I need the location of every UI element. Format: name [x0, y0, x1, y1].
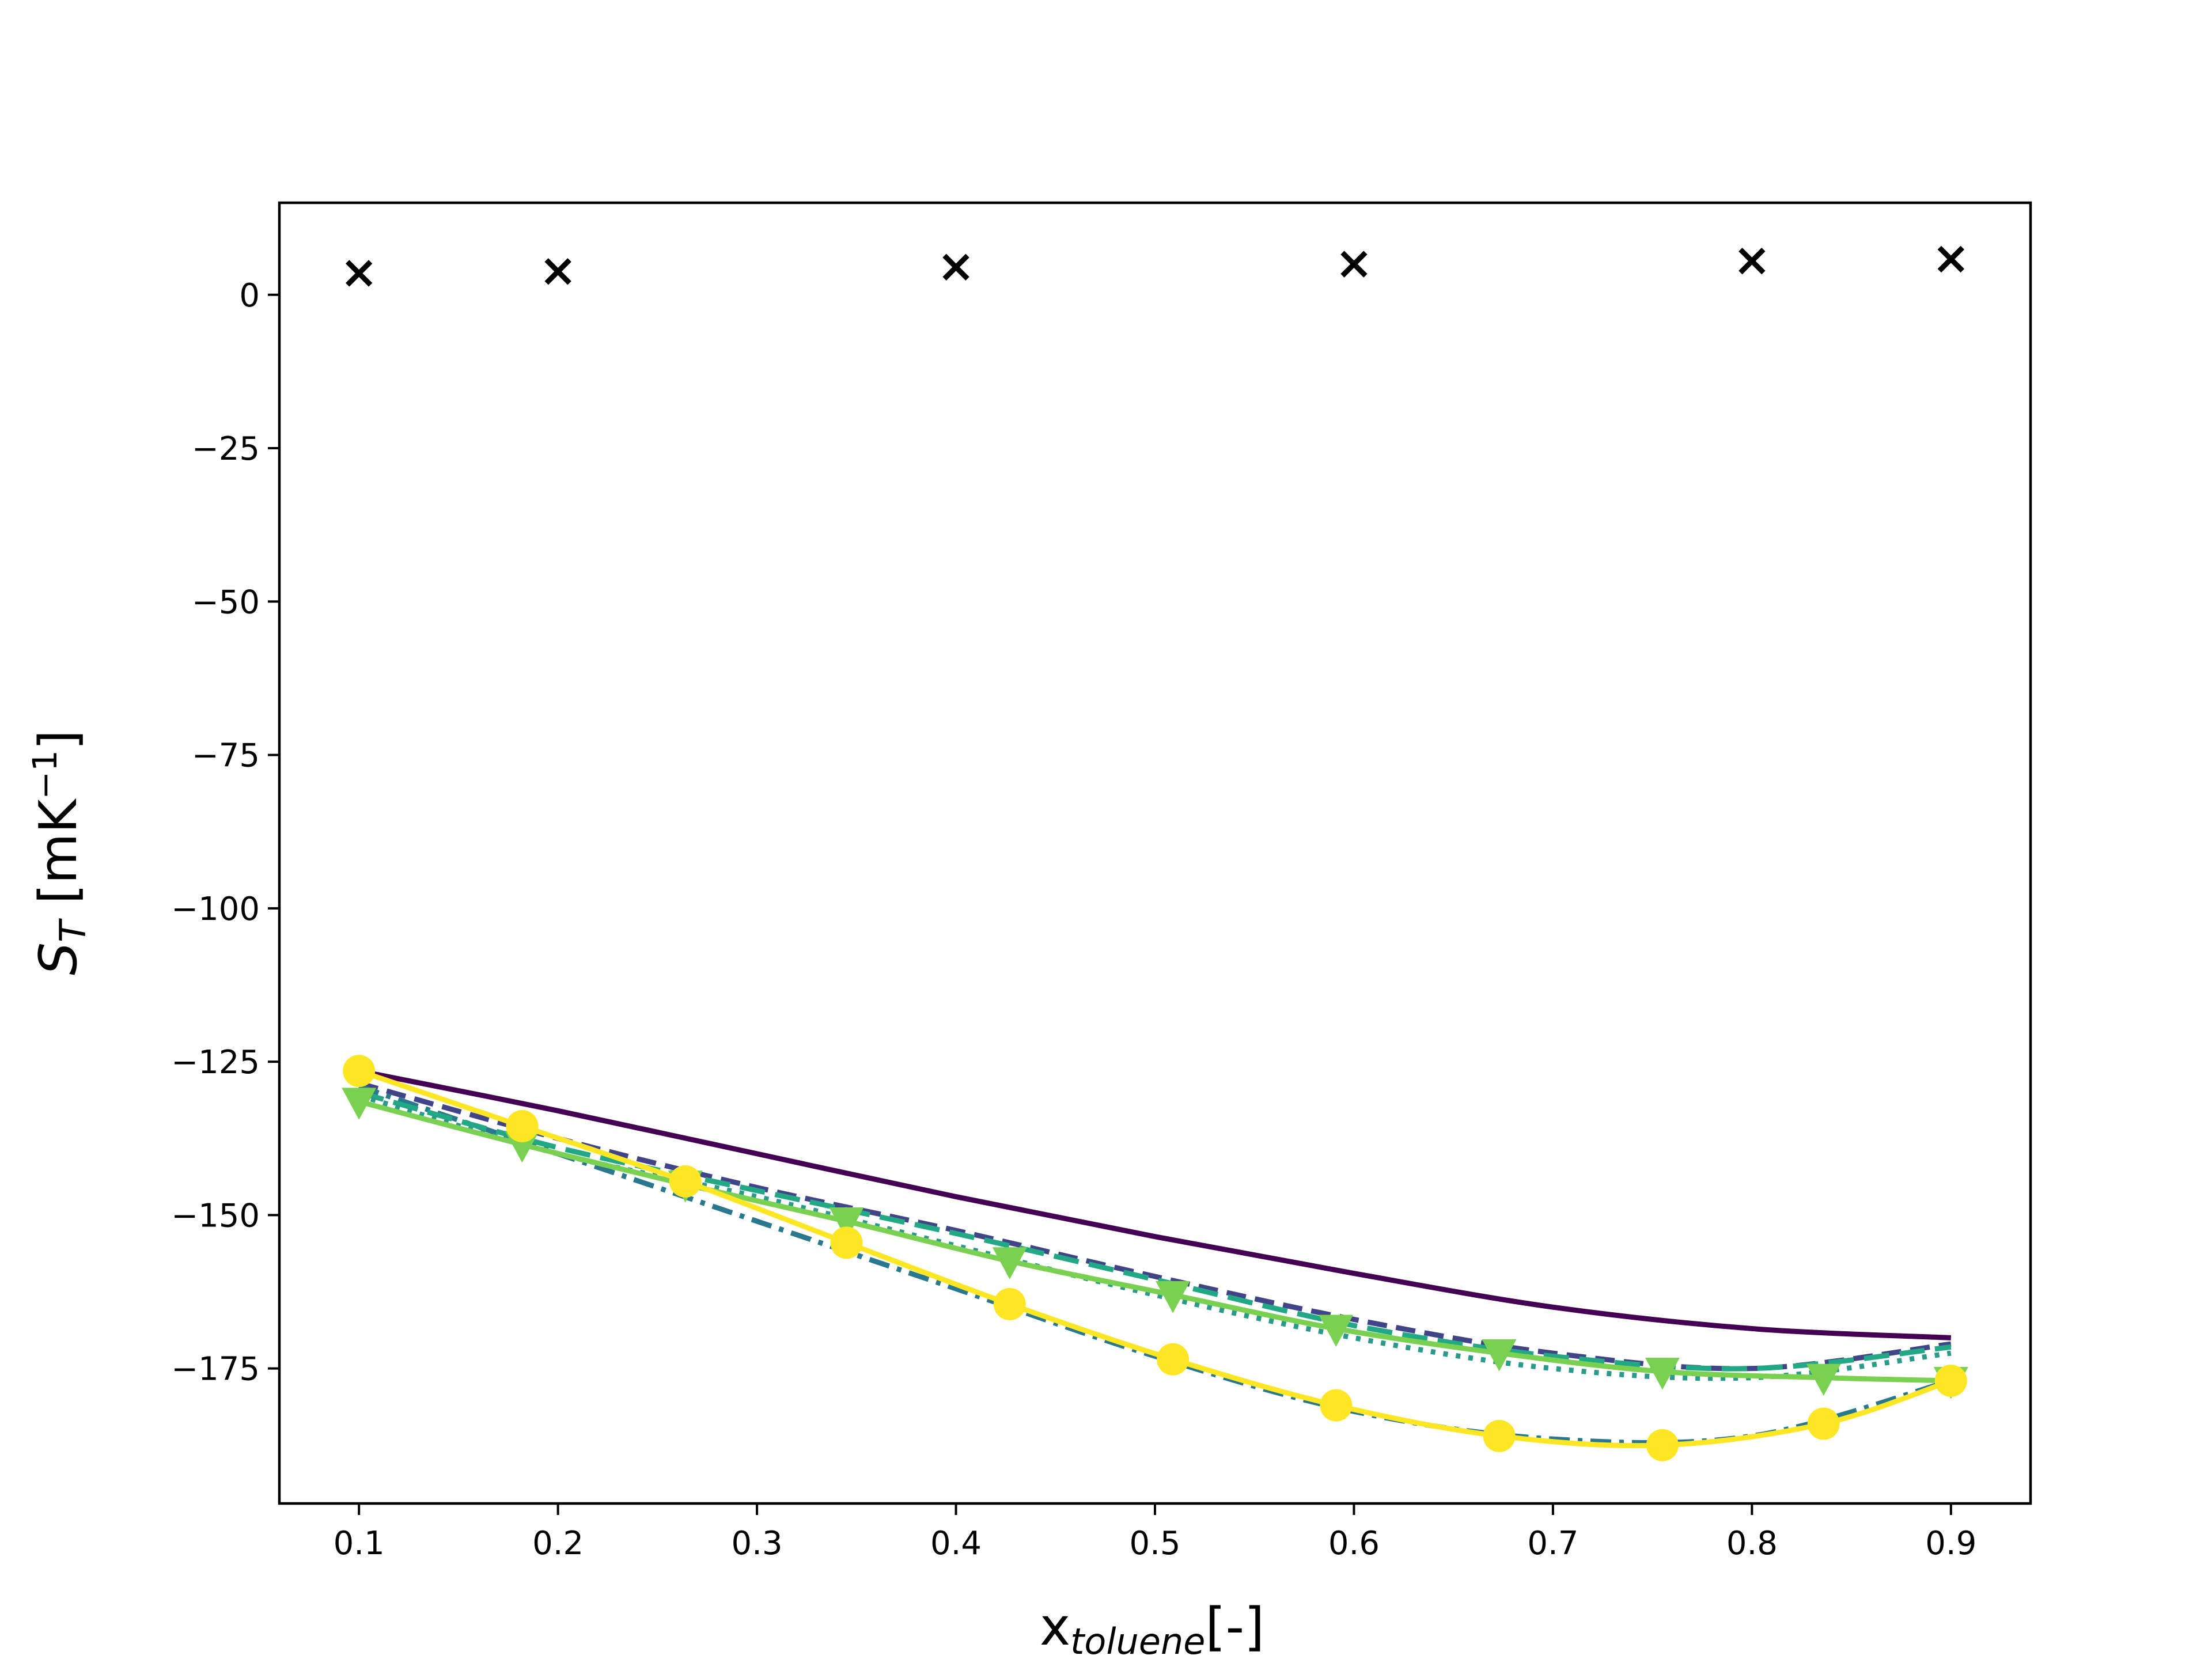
- y-tick-label: 0: [239, 277, 260, 315]
- data-point: [993, 1287, 1026, 1320]
- y-axis-label-unit-superscript: −1: [25, 750, 65, 800]
- x-tick-label: 0.9: [1925, 1525, 1976, 1562]
- y-tick-label: −25: [192, 430, 260, 468]
- y-axis-label-subscript: T: [52, 918, 94, 942]
- series-6: [342, 1088, 1968, 1399]
- data-point: [1482, 1339, 1517, 1372]
- x-tick-label: 0.6: [1328, 1525, 1380, 1562]
- x-axis: 0.1 0.2 0.3 0.4 0.5 0.6 0.7 0.8 0.9: [334, 1503, 1976, 1562]
- data-point: [1156, 1281, 1191, 1313]
- y-tick-label: −75: [192, 737, 260, 775]
- data-point: [1157, 1343, 1190, 1376]
- data-point: [343, 1055, 376, 1088]
- x-tick-label: 0.1: [334, 1525, 385, 1562]
- x-tick-label: 0.4: [930, 1525, 982, 1562]
- data-point: [1738, 248, 1766, 275]
- y-tick-label: −50: [192, 584, 260, 621]
- y-axis-label-main: S: [28, 942, 89, 975]
- series-8: [346, 245, 1965, 287]
- series-line: [358, 1068, 1952, 1340]
- x-tick-label: 0.7: [1527, 1525, 1578, 1562]
- series-line: [358, 1099, 1951, 1384]
- data-point: [829, 1207, 864, 1240]
- data-point: [1806, 1363, 1841, 1396]
- x-tick-label: 0.8: [1726, 1525, 1778, 1562]
- x-axis-label-suffix: [-]: [1205, 1597, 1264, 1657]
- x-axis-label: xtoluene[-]: [1040, 1597, 1264, 1659]
- data-point: [942, 253, 969, 281]
- data-point: [1483, 1419, 1516, 1452]
- data-point: [342, 1088, 377, 1120]
- x-axis-label-subscript: toluene: [1070, 1620, 1205, 1659]
- data-point: [1340, 251, 1368, 278]
- data-point: [830, 1226, 863, 1259]
- series-layer: [342, 245, 1968, 1461]
- y-tick-label: −125: [171, 1044, 260, 1081]
- series-line: [358, 1090, 1952, 1372]
- x-tick-label: 0.3: [732, 1525, 783, 1562]
- x-axis-label-main: x: [1040, 1597, 1070, 1657]
- data-point: [1646, 1429, 1679, 1461]
- data-point: [992, 1247, 1027, 1279]
- y-axis-label: ST [mK−1]: [25, 730, 94, 975]
- data-point: [1934, 1364, 1967, 1397]
- series-4: [358, 1090, 1952, 1372]
- data-point: [1319, 1315, 1354, 1347]
- y-axis-label-unit-end: ]: [28, 730, 89, 750]
- x-tick-label: 0.2: [532, 1525, 584, 1562]
- y-axis-label-unit: [mK: [28, 798, 89, 921]
- y-tick-label: −150: [171, 1197, 260, 1234]
- data-point: [544, 258, 571, 285]
- x-tick-label: 0.5: [1129, 1525, 1180, 1562]
- data-point: [506, 1109, 539, 1142]
- data-point: [346, 260, 373, 287]
- data-point: [1645, 1358, 1680, 1390]
- y-axis: 0 −25 −50 −75 −100 −125 −150 −175: [171, 277, 279, 1388]
- series-1: [358, 1068, 1952, 1340]
- data-point: [1320, 1389, 1353, 1422]
- data-point: [669, 1165, 702, 1198]
- data-point: [1807, 1407, 1840, 1440]
- y-tick-label: −175: [171, 1351, 260, 1388]
- y-tick-label: −100: [171, 891, 260, 928]
- data-point: [1937, 245, 1965, 273]
- series-7: [343, 1055, 1967, 1461]
